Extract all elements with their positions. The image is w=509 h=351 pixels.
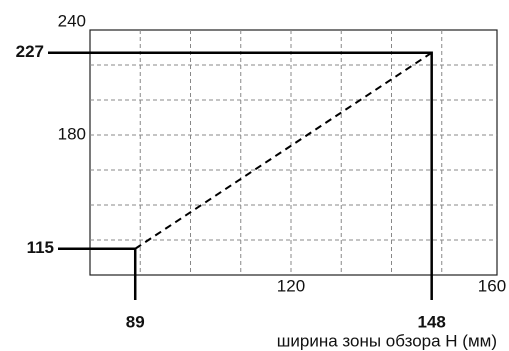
y-tick-label: 180	[58, 124, 86, 143]
x-value-label: 89	[126, 312, 145, 331]
x-tick-label: 120	[277, 276, 305, 295]
plot-frame	[89, 29, 498, 276]
x-value-label: 148	[417, 312, 445, 331]
x-tick-label: 160	[478, 276, 506, 295]
leader-line	[58, 247, 137, 300]
data-line	[134, 51, 433, 250]
y-value-label: 227	[16, 42, 44, 61]
x-axis-label: ширина зоны обзора H (мм)	[277, 331, 497, 350]
y-tick-label: 240	[58, 11, 86, 30]
y-value-label: 115	[27, 238, 54, 257]
leader-line	[48, 51, 433, 300]
